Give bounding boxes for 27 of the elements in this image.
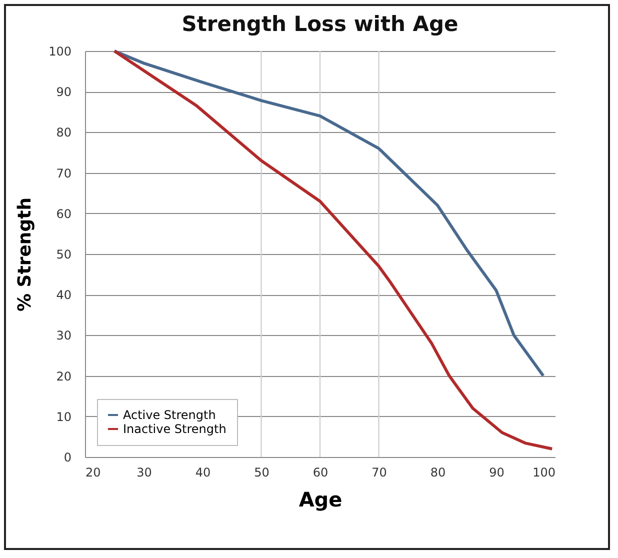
x-tick-label: 100 (532, 466, 556, 480)
x-tick-label: 60 (312, 466, 328, 480)
y-tick-label: 50 (56, 248, 72, 262)
x-tick-label: 20 (86, 466, 101, 480)
y-tick-label: 90 (56, 85, 72, 100)
y-tick-label: 60 (56, 206, 72, 221)
line-series (112, 50, 545, 378)
x-tick-label: 90 (489, 466, 504, 480)
chart-title: Strength Loss with Age (182, 12, 458, 36)
y-axis-title: % Strength (14, 197, 36, 312)
y-tick-label: 100 (48, 44, 72, 58)
x-axis-title: Age (298, 488, 342, 512)
x-tick-label: 30 (136, 466, 152, 480)
y-tick-label: 30 (56, 328, 72, 343)
x-tick-label: 40 (195, 466, 211, 480)
x-tick-label: 50 (254, 466, 270, 480)
x-tick-label: 70 (372, 466, 387, 480)
y-tick-label: 10 (56, 410, 72, 424)
y-tick-label: 80 (56, 126, 72, 140)
y-tick-label: 40 (56, 288, 72, 302)
legend-label: Inactive Strength (123, 422, 226, 436)
y-tick-label: 70 (56, 166, 72, 180)
legend-label: Active Strength (123, 408, 216, 422)
line-series (112, 50, 554, 450)
x-tick-label: 80 (430, 466, 446, 480)
y-tick-label: 0 (64, 450, 72, 464)
y-tick-label: 20 (56, 369, 72, 384)
